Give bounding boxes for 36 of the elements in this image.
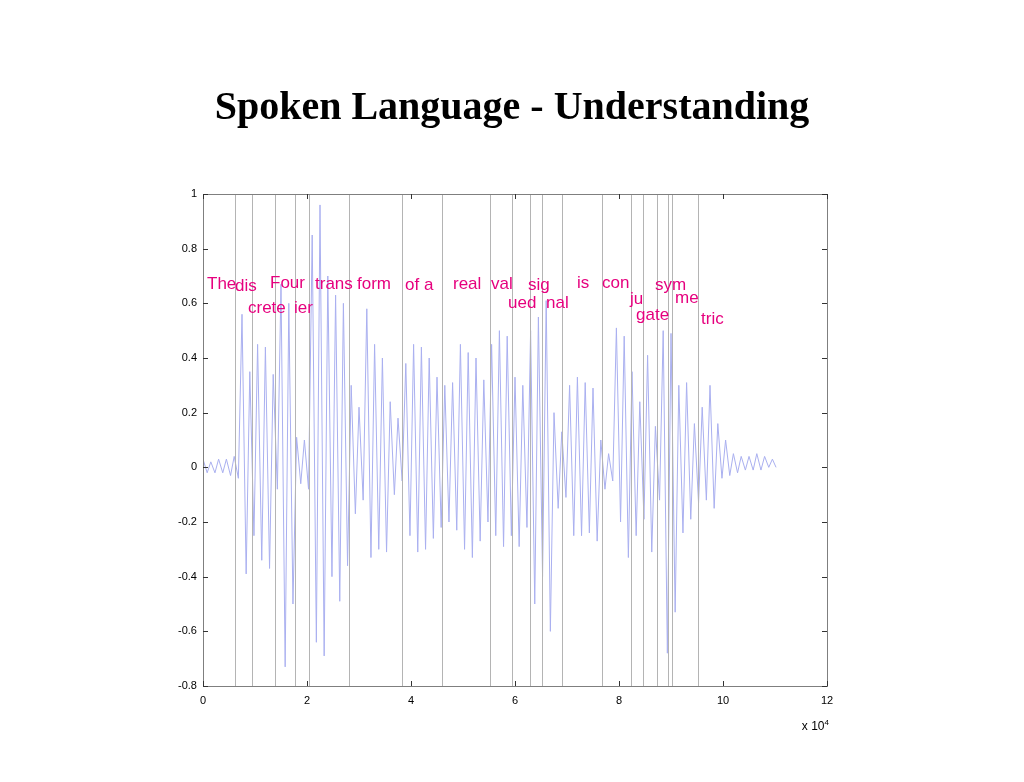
annotation: ued (508, 292, 537, 312)
annotation: sym (655, 274, 687, 294)
y-tick-label: -0.2 (178, 515, 197, 528)
annotation: of a (405, 274, 434, 294)
x-tick-label: 10 (716, 693, 730, 706)
y-tick-label: -0.4 (178, 569, 197, 582)
annotation: tric (701, 308, 724, 328)
y-tick-label: 0.6 (181, 296, 197, 309)
annotation: val (491, 273, 513, 293)
x-tick-label: 6 (511, 693, 519, 706)
y-tick-label: -0.8 (178, 679, 197, 692)
annotation: crete (248, 297, 286, 317)
y-tick-label: 0.4 (181, 351, 197, 364)
x-tick-label: 8 (615, 693, 623, 706)
x-tick-label: 2 (303, 693, 311, 706)
x-tick-label: 0 (199, 693, 207, 706)
annotation: real (453, 273, 482, 293)
y-tick-label: 0.2 (181, 405, 197, 418)
chart-title: Spoken Language - Understanding (214, 83, 810, 128)
y-tick-label: 1 (190, 187, 197, 200)
annotation: ier (294, 297, 313, 317)
x-tick-label: 4 (407, 693, 415, 706)
annotation: is (577, 272, 590, 292)
annotation: dis (235, 275, 257, 295)
annotation: The (207, 273, 237, 293)
annotation: nal (546, 292, 569, 312)
y-tick-label: 0 (190, 460, 197, 473)
annotation: trans (315, 273, 353, 293)
annotation: con (602, 272, 630, 292)
y-tick-label: -0.6 (178, 624, 197, 637)
text: x 10$^{4}$ (801, 717, 829, 733)
x-tick-label: 12 (820, 693, 834, 706)
annotation: sig (528, 274, 550, 294)
annotation: form (357, 273, 391, 293)
annotation: Four (270, 272, 305, 292)
y-tick-label: 0.8 (181, 241, 197, 254)
